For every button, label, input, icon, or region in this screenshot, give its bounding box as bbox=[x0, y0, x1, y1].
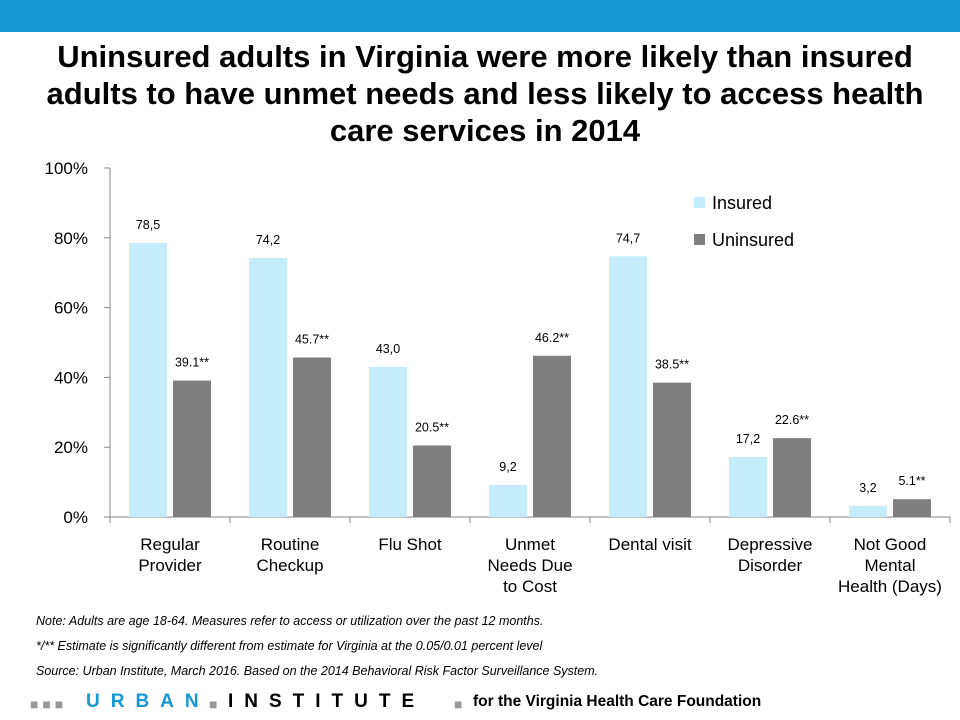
bar-uninsured bbox=[533, 355, 571, 517]
y-tick-label: 100% bbox=[45, 159, 88, 178]
source-note: Source: Urban Institute, March 2016. Bas… bbox=[36, 664, 599, 678]
bar-insured bbox=[129, 243, 167, 517]
legend-label-insured: Insured bbox=[712, 193, 772, 213]
bar-insured bbox=[849, 505, 887, 517]
footer-dot-right: ■ bbox=[454, 696, 463, 712]
note-text: Note: Adults are age 18-64. Measures ref… bbox=[36, 614, 544, 628]
brand-institute: INSTITUTE bbox=[228, 691, 426, 712]
bar-insured bbox=[249, 258, 287, 517]
bar-uninsured bbox=[173, 380, 211, 517]
bar-insured bbox=[489, 484, 527, 517]
data-label: 22.6** bbox=[775, 413, 809, 427]
y-tick-label: 60% bbox=[54, 299, 88, 318]
data-label: 5.1** bbox=[898, 474, 925, 488]
chart-title: Uninsured adults in Virginia were more l… bbox=[46, 39, 924, 148]
data-label: 38.5** bbox=[655, 358, 689, 372]
top-accent-bar bbox=[0, 0, 960, 32]
bar-uninsured bbox=[653, 382, 691, 517]
footer-dots-left: ■ ■ ■ bbox=[30, 696, 64, 712]
y-tick-label: 0% bbox=[63, 508, 88, 527]
data-label: 74,7 bbox=[616, 231, 640, 245]
bar-uninsured bbox=[293, 357, 331, 517]
category-label: Mental bbox=[864, 556, 915, 575]
y-tick-label: 40% bbox=[54, 368, 88, 387]
category-label: Provider bbox=[138, 556, 202, 575]
data-label: 17,2 bbox=[736, 432, 760, 446]
data-label: 46.2** bbox=[535, 331, 569, 345]
category-label: Depressive bbox=[727, 535, 812, 554]
data-label: 9,2 bbox=[499, 460, 516, 474]
category-label: to Cost bbox=[503, 577, 557, 596]
y-tick-label: 20% bbox=[54, 438, 88, 457]
legend-swatch-insured bbox=[694, 197, 705, 208]
brand-urban: URBAN bbox=[86, 691, 210, 712]
data-label: 74,2 bbox=[256, 233, 280, 247]
footer-tagline: for the Virginia Health Care Foundation bbox=[473, 693, 762, 710]
data-label: 20.5** bbox=[415, 420, 449, 434]
bar-chart: 0% 20% 40% 60% 80% 100% 78,5 39.1** Regular Provi… bbox=[45, 159, 951, 596]
data-label: 45.7** bbox=[295, 333, 329, 347]
category-label: Health (Days) bbox=[838, 577, 942, 596]
significance-note: */** Estimate is significantly different… bbox=[36, 639, 543, 653]
bar-uninsured bbox=[773, 438, 811, 517]
category-label: Dental visit bbox=[608, 535, 691, 554]
category-label: Disorder bbox=[738, 556, 803, 575]
bar-insured bbox=[729, 456, 767, 517]
category-label: Unmet bbox=[505, 535, 555, 554]
data-label: 39.1** bbox=[175, 356, 209, 370]
category-label: Routine bbox=[261, 535, 320, 554]
category-label: Flu Shot bbox=[378, 535, 442, 554]
footer: ■ ■ ■ URBAN ■ INSTITUTE ■ for the Virgin… bbox=[0, 686, 960, 720]
category-label: Not Good bbox=[854, 535, 927, 554]
bar-uninsured bbox=[893, 499, 931, 517]
legend-label-uninsured: Uninsured bbox=[712, 230, 794, 250]
legend-swatch-uninsured bbox=[694, 234, 705, 245]
data-label: 43,0 bbox=[376, 342, 400, 356]
category-label: Needs Due bbox=[487, 556, 572, 575]
bar-insured bbox=[609, 256, 647, 517]
footer-dot-mid: ■ bbox=[209, 696, 218, 712]
category-label: Checkup bbox=[256, 556, 323, 575]
data-label: 3,2 bbox=[859, 481, 876, 495]
data-label: 78,5 bbox=[136, 218, 160, 232]
bar-uninsured bbox=[413, 445, 451, 517]
category-label: Regular bbox=[140, 535, 200, 554]
bar-insured bbox=[369, 366, 407, 517]
y-tick-label: 80% bbox=[54, 229, 88, 248]
